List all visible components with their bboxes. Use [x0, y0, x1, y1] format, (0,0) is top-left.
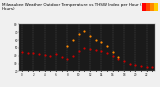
Point — [94, 50, 97, 51]
Point — [66, 70, 69, 71]
Point — [32, 53, 35, 54]
Point — [140, 70, 142, 71]
Point — [55, 53, 57, 55]
Point — [83, 30, 86, 31]
Point — [89, 70, 91, 71]
Point — [32, 70, 35, 71]
Point — [83, 47, 86, 49]
Point — [117, 58, 120, 60]
Point — [66, 46, 69, 47]
Point — [151, 70, 154, 71]
Text: Milwaukee Weather Outdoor Temperature vs THSW Index per Hour (24 Hours): Milwaukee Weather Outdoor Temperature vs… — [2, 3, 146, 11]
Point — [117, 57, 120, 58]
Point — [145, 66, 148, 67]
Point — [43, 54, 46, 56]
Point — [151, 66, 154, 67]
Point — [89, 49, 91, 50]
Point — [21, 70, 23, 71]
Point — [94, 70, 97, 71]
Point — [134, 64, 137, 66]
Point — [111, 51, 114, 52]
Point — [38, 70, 40, 71]
Point — [21, 51, 23, 52]
Point — [60, 70, 63, 71]
Point — [38, 53, 40, 55]
Point — [66, 58, 69, 60]
Point — [100, 41, 103, 42]
Point — [26, 52, 29, 53]
Point — [26, 70, 29, 71]
Point — [134, 70, 137, 71]
Point — [49, 70, 52, 71]
Point — [106, 46, 108, 47]
Point — [123, 70, 125, 71]
Point — [106, 52, 108, 53]
Point — [111, 70, 114, 71]
Point — [77, 50, 80, 52]
Point — [77, 33, 80, 34]
Point — [111, 55, 114, 56]
Point — [128, 70, 131, 71]
Point — [72, 55, 74, 56]
Point — [60, 57, 63, 58]
Point — [89, 35, 91, 37]
Point — [94, 39, 97, 41]
Point — [128, 63, 131, 64]
Point — [55, 70, 57, 71]
Point — [106, 70, 108, 71]
Point — [49, 55, 52, 56]
Point — [100, 70, 103, 71]
Point — [72, 70, 74, 71]
Point — [77, 70, 80, 71]
Point — [117, 70, 120, 71]
Point — [72, 39, 74, 41]
Point — [145, 70, 148, 71]
Point — [100, 50, 103, 52]
Point — [123, 60, 125, 62]
Point — [140, 65, 142, 67]
Point — [83, 70, 86, 71]
Point — [43, 70, 46, 71]
